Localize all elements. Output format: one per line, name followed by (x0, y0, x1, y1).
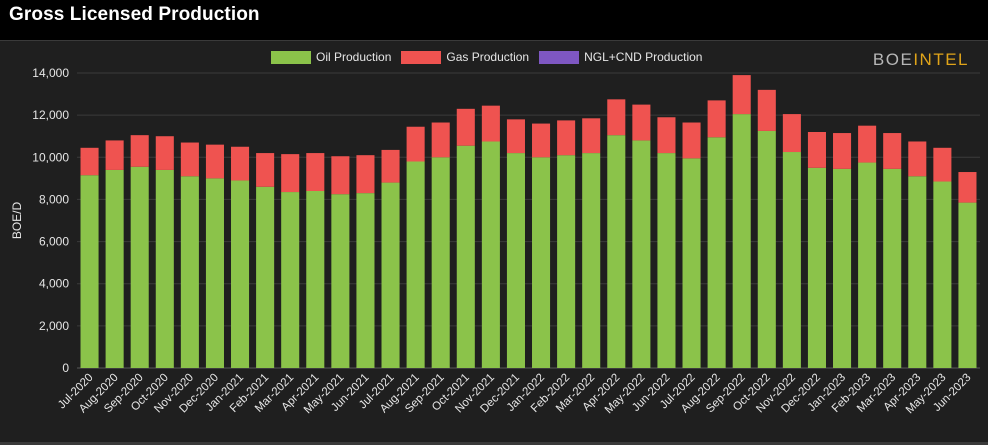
y-tick-label: 12,000 (32, 108, 69, 122)
bar-oil (331, 194, 350, 368)
bar-gas (682, 122, 701, 159)
legend-item-gas[interactable]: Gas Production (401, 50, 529, 64)
y-tick-label: 0 (62, 361, 69, 375)
bar-oil (506, 153, 525, 368)
bar-gas (833, 133, 852, 169)
y-axis-title: BOE/D (10, 201, 24, 239)
bar-gas (632, 104, 651, 141)
bar-oil (130, 166, 149, 368)
bar-gas (356, 155, 375, 194)
bar-gas (908, 141, 927, 177)
bottom-divider (0, 442, 988, 445)
bar-gas (557, 120, 576, 156)
y-tick-label: 2,000 (39, 319, 69, 333)
bar-gas (205, 144, 224, 179)
bar-gas (858, 125, 877, 163)
legend-label-gas: Gas Production (446, 50, 530, 64)
legend-swatch-gas (401, 50, 442, 64)
bar-oil (406, 161, 425, 368)
y-tick-label: 10,000 (32, 150, 69, 164)
legend-label-oil: Oil Production (316, 50, 392, 64)
legend-label-ngl: NGL+CND Production (584, 50, 703, 64)
legend-item-oil[interactable]: Oil Production (271, 50, 391, 64)
bar-gas (506, 119, 525, 154)
bar-gas (431, 122, 450, 158)
bar-oil (256, 186, 275, 368)
boeintel-watermark: BOEINTEL (873, 50, 969, 70)
bar-gas (732, 75, 751, 115)
bar-oil (356, 193, 375, 368)
bar-oil (105, 169, 124, 368)
bar-gas (381, 149, 400, 183)
legend-swatch-oil (271, 50, 311, 64)
bar-gas (256, 153, 275, 187)
y-tick-label: 8,000 (39, 192, 69, 206)
bar-oil (80, 175, 99, 368)
bar-oil (757, 130, 776, 368)
bar-oil (732, 114, 751, 368)
bar-gas (582, 118, 601, 154)
bar-gas (130, 135, 149, 167)
bar-gas (958, 172, 977, 203)
watermark-boe: BOE (872, 50, 914, 69)
bar-oil (582, 153, 601, 368)
bar-gas (281, 154, 300, 193)
watermark-intel: INTEL (913, 50, 969, 69)
bar-gas (481, 105, 500, 142)
bar-gas (406, 126, 425, 162)
bar-oil (657, 153, 676, 368)
bar-oil (883, 168, 902, 368)
header-divider (0, 40, 988, 41)
bar-oil (281, 192, 300, 368)
bar-oil (707, 137, 726, 368)
bar-oil (682, 158, 701, 368)
page-title: Gross Licensed Production (9, 4, 260, 25)
bar-gas (607, 99, 626, 136)
y-tick-label: 14,000 (32, 66, 69, 80)
bar-gas (933, 147, 952, 182)
bar-oil (908, 176, 927, 368)
bar-oil (858, 162, 877, 368)
bar-oil (958, 202, 977, 368)
bar-oil (481, 141, 500, 368)
chart-legend: Oil Production Gas Production NGL+CND Pr… (271, 49, 702, 65)
bar-gas (80, 147, 99, 176)
bar-gas (105, 140, 124, 170)
header-bar: Gross Licensed Production (0, 0, 988, 40)
bar-gas (456, 108, 475, 146)
bar-gas (757, 89, 776, 131)
bar-gas (331, 156, 350, 195)
bar-oil (381, 182, 400, 368)
bar-oil (607, 135, 626, 368)
bar-oil (632, 140, 651, 368)
bar-gas (532, 123, 551, 158)
bar-gas (707, 100, 726, 138)
bar-oil (456, 145, 475, 368)
y-tick-label: 4,000 (39, 277, 69, 291)
bar-oil (155, 169, 174, 368)
bar-gas (657, 117, 676, 154)
bar-oil (205, 178, 224, 368)
bar-gas (231, 146, 250, 181)
bar-gas (807, 132, 826, 168)
bar-oil (782, 152, 801, 368)
bar-gas (155, 136, 174, 170)
bar-oil (431, 157, 450, 368)
bar-oil (231, 180, 250, 368)
bar-oil (933, 181, 952, 368)
bar-gas (883, 133, 902, 169)
legend-swatch-ngl (539, 50, 580, 64)
bar-oil (807, 167, 826, 368)
y-tick-label: 6,000 (39, 235, 69, 249)
bar-gas (306, 153, 325, 191)
bar-oil (180, 176, 199, 368)
bar-oil (532, 157, 551, 368)
bar-gas (782, 114, 801, 153)
bar-oil (833, 168, 852, 368)
bar-oil (557, 155, 576, 368)
bar-oil (306, 191, 325, 368)
legend-item-ngl[interactable]: NGL+CND Production (539, 50, 702, 64)
bar-gas (180, 142, 199, 177)
